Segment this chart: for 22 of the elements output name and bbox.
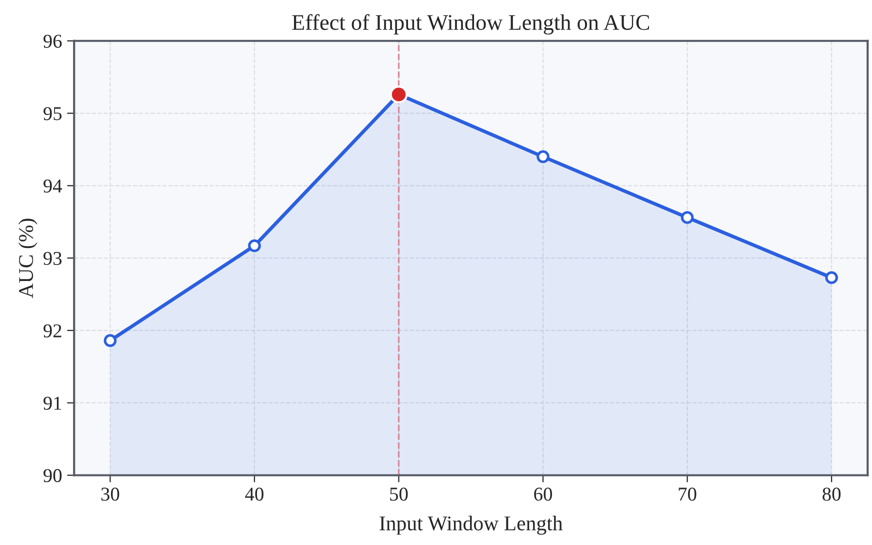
x-tick-label: 50 [390, 488, 408, 501]
x-axis-title: Input Window Length [380, 516, 563, 535]
y-tick-label: 93 [43, 252, 62, 265]
y-tick-label: 96 [43, 34, 62, 48]
x-tick-label: 70 [678, 488, 696, 501]
y-tick-label: 94 [43, 180, 62, 193]
x-tick-label: 60 [534, 488, 552, 501]
point [536, 150, 550, 164]
y-tick-label: 90 [43, 469, 62, 482]
y-tick-label: 92 [43, 324, 62, 338]
y-tick-label: 91 [43, 396, 62, 410]
x-tick-label: 30 [101, 488, 120, 501]
point [825, 271, 838, 284]
y-tick-label: 95 [43, 107, 62, 120]
point [390, 85, 408, 104]
x-tick-label: 40 [245, 488, 264, 501]
point [680, 211, 694, 224]
point [248, 239, 261, 252]
point [104, 334, 117, 347]
chart-title: Effect of Input Window Length on AUC [292, 14, 650, 35]
y-axis-title: AUC (%) [18, 218, 38, 298]
x-tick-label: 80 [822, 488, 841, 501]
